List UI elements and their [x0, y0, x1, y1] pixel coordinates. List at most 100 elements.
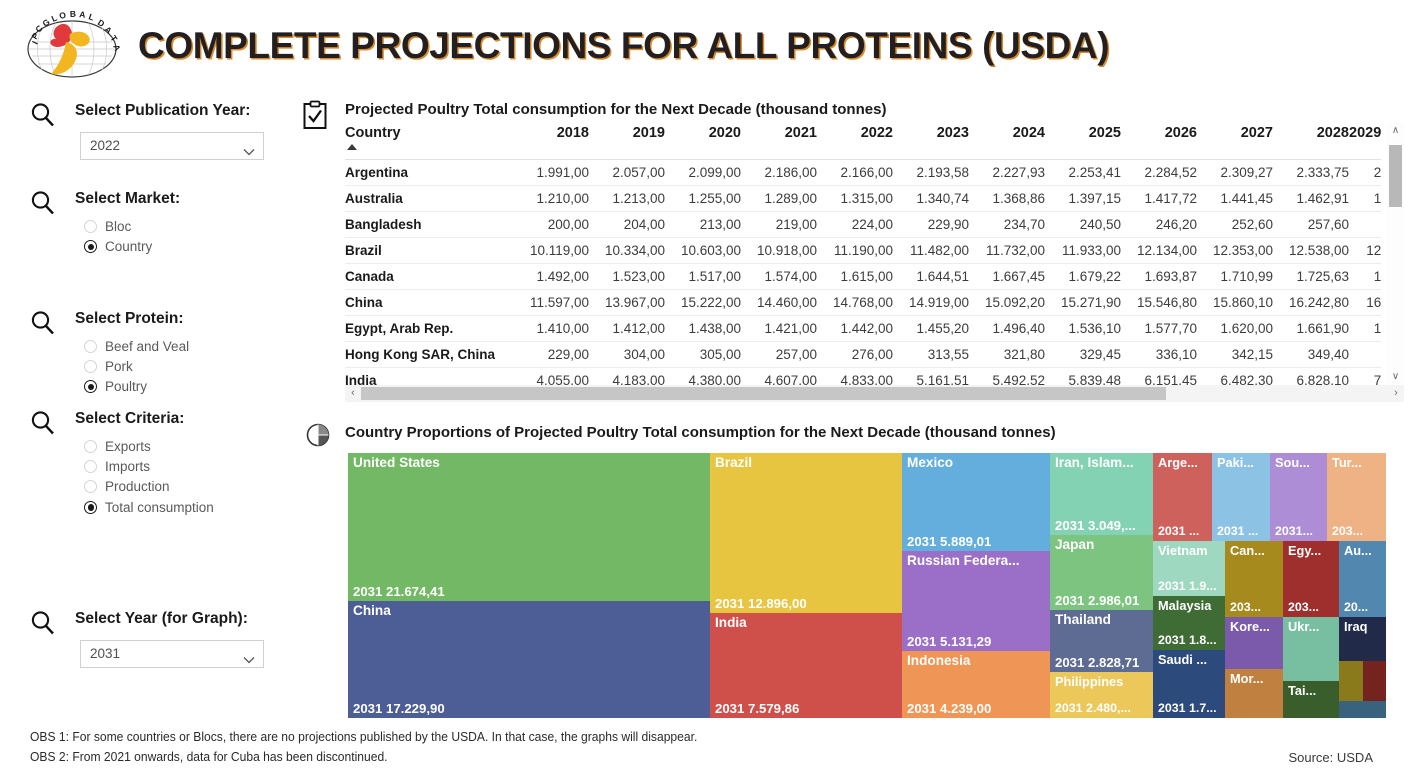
treemap-cell[interactable]: United States 2031 21.674,41 [348, 453, 710, 601]
radio-market-bloc[interactable]: Bloc [84, 216, 152, 236]
radio-criteria-exports[interactable]: Exports [84, 436, 214, 456]
treemap-cell[interactable]: Egy... 203... [1283, 541, 1339, 617]
table-horizontal-scrollbar[interactable]: ‹ › [345, 385, 1404, 402]
table-row[interactable]: Bangladesh 200,00 204,00 213,00 219,00 224,00… [345, 211, 1382, 237]
treemap-cell[interactable] [1339, 701, 1386, 718]
column-header-2023[interactable]: 2023 [936, 125, 969, 141]
publication-year-dropdown[interactable]: 2022 [80, 132, 264, 160]
column-header-2019[interactable]: 2019 [632, 125, 665, 141]
table-scroll-viewport[interactable]: Country 2018 2019 2020 2021 2022 2023 20… [345, 123, 1387, 385]
graph-year-value: 2031 [90, 646, 121, 661]
column-header-2022[interactable]: 2022 [860, 125, 893, 141]
table-row[interactable]: China 11.597,00 13.967,00 15.222,00 14.460,0… [345, 289, 1382, 315]
vertical-scroll-thumb[interactable] [1389, 145, 1402, 207]
cell-value: 1.417,72 [1144, 190, 1197, 206]
column-header-2028[interactable]: 2028 [1316, 125, 1349, 141]
radio-protein-poultry[interactable]: Poultry [84, 377, 189, 397]
treemap-cell[interactable]: China 2031 17.229,90 [348, 601, 710, 718]
table-row[interactable]: India 4.055,00 4.183,00 4.380,00 4.607,00 4.8… [345, 367, 1382, 385]
treemap-cell[interactable]: India 2031 7.579,86 [710, 613, 902, 718]
radio-label: Total consumption [105, 499, 214, 515]
cell-value: 257,00 [775, 346, 817, 362]
treemap-cell[interactable] [1339, 661, 1363, 701]
treemap-cell[interactable]: Au... 20... [1339, 541, 1386, 617]
treemap-cell-value: 2031 1.7... [1158, 701, 1217, 715]
treemap-cell[interactable]: Iraq [1339, 617, 1386, 661]
treemap-cell-label: Tai... [1288, 683, 1317, 698]
treemap-cell[interactable]: Thailand 2031 2.828,71 [1050, 610, 1153, 672]
treemap-cell[interactable]: Tai... [1283, 681, 1339, 718]
cell-value: 1.368,86 [992, 190, 1045, 206]
column-header-2024[interactable]: 2024 [1012, 125, 1045, 141]
column-header-2027[interactable]: 2027 [1240, 125, 1273, 141]
column-header-2021[interactable]: 2021 [784, 125, 817, 141]
cell-value: 2.333,75 [1296, 164, 1349, 180]
radio-market-country[interactable]: Country [84, 236, 152, 256]
cell-value: 229,90 [927, 216, 969, 232]
cell-value: 1.693,87 [1144, 268, 1197, 284]
page-footer: OBS 1: For some countries or Blocs, ther… [0, 722, 1421, 775]
column-header-2026[interactable]: 2026 [1164, 125, 1197, 141]
treemap-cell-value: 20... [1344, 600, 1369, 614]
table-row[interactable]: Brazil 10.119,00 10.334,00 10.603,00 10.918,… [345, 237, 1382, 263]
cell-value: 1.991,00 [536, 164, 589, 180]
treemap-cell[interactable]: Saudi ... 2031 1.7... [1153, 650, 1225, 718]
treemap-cell-value: 2031... [1275, 524, 1313, 538]
column-header-2018[interactable]: 2018 [556, 125, 589, 141]
cell-value: 1.438,00 [688, 320, 741, 336]
treemap-cell[interactable] [1363, 661, 1386, 701]
table-row[interactable]: Australia 1.210,00 1.213,00 1.255,00 1.289,0… [345, 185, 1382, 211]
radio-protein-pork[interactable]: Pork [84, 356, 189, 376]
treemap-cell[interactable]: Japan 2031 2.986,01 [1050, 535, 1153, 610]
radio-label: Pork [105, 358, 133, 374]
table-row[interactable]: Argentina 1.991,00 2.057,00 2.099,00 2.186,0… [345, 159, 1382, 185]
graph-year-dropdown[interactable]: 2031 [80, 640, 264, 668]
cell-value: 11.597,00 [529, 294, 589, 310]
treemap-cell[interactable]: Paki... 2031 ... [1212, 453, 1270, 541]
treemap-cell[interactable]: Iran, Islam... 2031 3.049,... [1050, 453, 1153, 535]
scroll-up-arrow-icon[interactable]: ∧ [1391, 125, 1400, 136]
cell-value: 219,00 [775, 216, 817, 232]
radio-criteria-production[interactable]: Production [84, 477, 214, 497]
chevron-down-icon[interactable] [243, 649, 255, 664]
chevron-down-icon[interactable] [243, 141, 255, 156]
treemap-cell[interactable]: Philippines 2031 2.480,... [1050, 672, 1153, 718]
treemap-cell[interactable]: Malaysia 2031 1.8... [1153, 596, 1225, 650]
horizontal-scroll-thumb[interactable] [361, 387, 1166, 400]
magnifier-icon [28, 408, 58, 438]
treemap-cell[interactable]: Mexico 2031 5.889,01 [902, 453, 1050, 551]
cell-value: 6.151,45 [1144, 372, 1197, 385]
cell-value: 1.517,00 [688, 268, 741, 284]
scroll-right-arrow-icon[interactable]: › [1394, 387, 1398, 399]
radio-mark-unselected [84, 459, 97, 473]
column-header-2029-clipped[interactable]: 2029 [1349, 125, 1382, 141]
scroll-left-arrow-icon[interactable]: ‹ [351, 387, 355, 399]
treemap-cell[interactable]: Indonesia 2031 4.239,00 [902, 651, 1050, 718]
radio-criteria-imports[interactable]: Imports [84, 456, 214, 476]
treemap-cell[interactable]: Can... 203... [1225, 541, 1283, 617]
scroll-down-arrow-icon[interactable]: ∨ [1391, 371, 1400, 382]
treemap-cell[interactable]: Sou... 2031... [1270, 453, 1327, 541]
treemap-cell[interactable]: Brazil 2031 12.896,00 [710, 453, 902, 613]
treemap-cell[interactable]: Tur... 203... [1327, 453, 1386, 541]
treemap-cell[interactable]: Kore... [1225, 617, 1283, 669]
svg-text:A: A [79, 9, 86, 20]
column-header-2020[interactable]: 2020 [708, 125, 741, 141]
treemap-cell[interactable]: Mor... [1225, 669, 1283, 718]
radio-protein-beef-and-veal[interactable]: Beef and Veal [84, 336, 189, 356]
treemap-cell-label: Mexico [907, 455, 954, 470]
treemap-cell-label: Iran, Islam... [1055, 455, 1134, 470]
treemap-cell[interactable]: Russian Federa... 2031 5.131,29 [902, 551, 1050, 651]
table-vertical-scrollbar[interactable]: ∧ ∨ [1387, 123, 1404, 385]
radio-criteria-total-consumption[interactable]: Total consumption [84, 497, 214, 517]
table-row[interactable]: Canada 1.492,00 1.523,00 1.517,00 1.574,00 1.… [345, 263, 1382, 289]
treemap-cell[interactable]: Vietnam 2031 1.9... [1153, 541, 1225, 596]
treemap-cell[interactable]: Ukr... [1283, 617, 1339, 681]
cell-value: 15.092,20 [984, 294, 1045, 310]
table-row[interactable]: Hong Kong SAR, China 229,00 304,00 305,00 25… [345, 341, 1382, 367]
cell-value: 7 [1373, 372, 1382, 385]
column-header-country[interactable]: Country [345, 123, 513, 159]
treemap-cell[interactable]: Arge... 2031 ... [1153, 453, 1212, 541]
column-header-2025[interactable]: 2025 [1088, 125, 1121, 141]
table-row[interactable]: Egypt, Arab Rep. 1.410,00 1.412,00 1.438,00… [345, 315, 1382, 341]
